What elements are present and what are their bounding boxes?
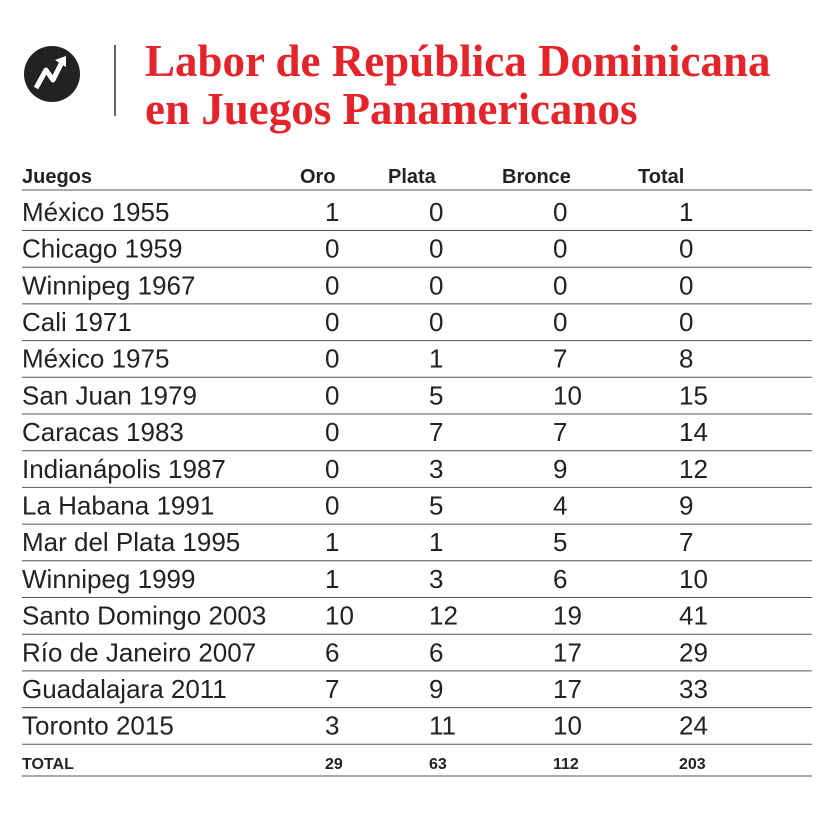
row-label: Cali 1971 — [22, 307, 132, 337]
cell-value: 7 — [325, 674, 339, 704]
cell-value: 0 — [325, 307, 339, 337]
cell-value: 1 — [325, 197, 339, 227]
cell-value: 10 — [553, 380, 582, 410]
total-value: 63 — [429, 756, 447, 773]
column-header: Plata — [388, 166, 437, 188]
row-label: México 1975 — [22, 344, 169, 374]
cell-value: 3 — [429, 454, 443, 484]
row-label: La Habana 1991 — [22, 490, 214, 520]
cell-value: 0 — [553, 270, 567, 300]
column-header: Total — [638, 166, 684, 188]
cell-value: 19 — [553, 601, 582, 631]
row-label: Guadalajara 2011 — [22, 674, 227, 704]
cell-value: 5 — [429, 490, 443, 520]
cell-value: 6 — [553, 564, 567, 594]
total-value: 29 — [325, 756, 343, 773]
cell-value: 0 — [679, 307, 693, 337]
total-label: TOTAL — [22, 756, 74, 773]
cell-value: 0 — [325, 417, 339, 447]
cell-value: 9 — [553, 454, 567, 484]
cell-value: 11 — [429, 711, 456, 741]
cell-value: 1 — [429, 527, 443, 557]
logo — [24, 46, 80, 102]
row-label: Winnipeg 1967 — [22, 270, 195, 300]
cell-value: 0 — [429, 270, 443, 300]
row-label: Santo Domingo 2003 — [22, 601, 266, 631]
cell-value: 0 — [553, 307, 567, 337]
cell-value: 0 — [325, 344, 339, 374]
cell-value: 0 — [429, 307, 443, 337]
cell-value: 0 — [429, 234, 443, 264]
cell-value: 29 — [679, 637, 708, 667]
title: Labor de República Dominicana — [145, 36, 771, 86]
row-label: Chicago 1959 — [22, 234, 182, 264]
cell-value: 0 — [553, 234, 567, 264]
cell-value: 15 — [679, 380, 708, 410]
total-value: 203 — [679, 756, 706, 773]
total-value: 112 — [553, 756, 579, 773]
cell-value: 10 — [553, 711, 582, 741]
cell-value: 10 — [679, 564, 708, 594]
cell-value: 5 — [429, 380, 443, 410]
cell-value: 0 — [325, 454, 339, 484]
cell-value: 9 — [429, 674, 443, 704]
column-header: Bronce — [502, 166, 571, 188]
cell-value: 12 — [679, 454, 708, 484]
row-label: Río de Janeiro 2007 — [22, 637, 256, 667]
cell-value: 24 — [679, 711, 708, 741]
cell-value: 12 — [429, 601, 458, 631]
cell-value: 3 — [325, 711, 339, 741]
cell-value: 33 — [679, 674, 708, 704]
cell-value: 7 — [679, 527, 693, 557]
cell-value: 1 — [429, 344, 443, 374]
cell-value: 6 — [325, 637, 339, 667]
cell-value: 7 — [553, 417, 567, 447]
title: en Juegos Panamericanos — [145, 84, 637, 134]
cell-value: 9 — [679, 490, 693, 520]
cell-value: 0 — [325, 380, 339, 410]
cell-value: 5 — [553, 527, 567, 557]
row-label: México 1955 — [22, 197, 169, 227]
cell-value: 0 — [553, 197, 567, 227]
cell-value: 0 — [679, 270, 693, 300]
cell-value: 0 — [679, 234, 693, 264]
row-label: Indianápolis 1987 — [22, 454, 226, 484]
cell-value: 1 — [679, 197, 693, 227]
cell-value: 1 — [325, 564, 339, 594]
cell-value: 10 — [325, 601, 354, 631]
row-label: Winnipeg 1999 — [22, 564, 195, 594]
cell-value: 7 — [553, 344, 567, 374]
cell-value: 17 — [553, 637, 582, 667]
cell-value: 17 — [553, 674, 582, 704]
cell-value: 4 — [553, 490, 567, 520]
cell-value: 41 — [679, 601, 708, 631]
cell-value: 6 — [429, 637, 443, 667]
column-header: Juegos — [22, 166, 92, 188]
cell-value: 8 — [679, 344, 693, 374]
row-label: Caracas 1983 — [22, 417, 184, 447]
cell-value: 0 — [429, 197, 443, 227]
cell-value: 0 — [325, 270, 339, 300]
column-header: Oro — [300, 166, 336, 188]
row-label: San Juan 1979 — [22, 380, 197, 410]
cell-value: 0 — [325, 490, 339, 520]
cell-value: 7 — [429, 417, 443, 447]
cell-value: 1 — [325, 527, 339, 557]
cell-value: 14 — [679, 417, 708, 447]
row-label: Mar del Plata 1995 — [22, 527, 240, 557]
cell-value: 3 — [429, 564, 443, 594]
cell-value: 0 — [325, 234, 339, 264]
row-label: Toronto 2015 — [22, 711, 174, 741]
